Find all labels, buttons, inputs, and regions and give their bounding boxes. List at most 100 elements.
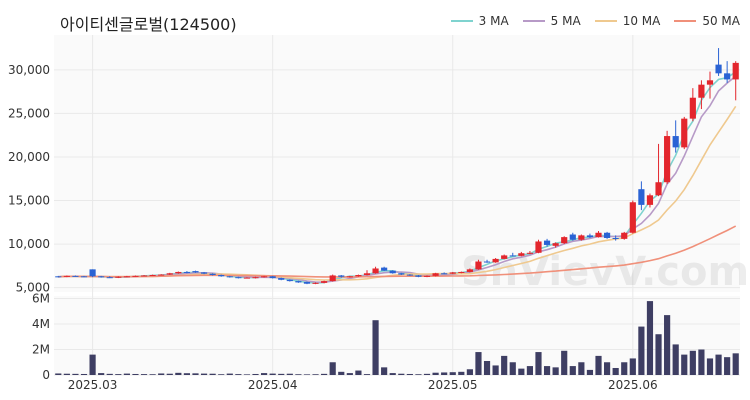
volume-bar (724, 357, 731, 375)
candle-body (569, 234, 576, 240)
volume-bar (612, 367, 619, 375)
volume-bar (449, 372, 456, 375)
volume-bar (80, 373, 88, 375)
candle-body (406, 274, 413, 276)
volume-bar (629, 358, 636, 375)
volume-bar (483, 360, 491, 375)
volume-bar (278, 373, 285, 375)
price-tick-label: 20,000 (8, 150, 50, 164)
volume-bar (149, 374, 156, 375)
volume-bar (543, 366, 551, 375)
legend-label-3ma: 3 MA (478, 14, 509, 28)
volume-bar (243, 374, 251, 375)
candle-body (72, 275, 79, 277)
volume-bar (329, 362, 336, 375)
volume-bar (192, 373, 199, 375)
candle-body (518, 253, 525, 256)
candle-body (612, 237, 619, 239)
volume-bar (346, 373, 353, 375)
candle-body (89, 269, 96, 277)
x-tick-label: 2025.05 (428, 378, 478, 392)
candle-body (449, 272, 456, 274)
volume-panel-bg (54, 296, 740, 375)
candle-body (423, 275, 431, 277)
candle-body (715, 64, 722, 74)
candle-body (132, 275, 139, 277)
volume-bar (466, 369, 473, 375)
candle-body (106, 277, 113, 279)
candle-body (595, 232, 602, 238)
volume-bar (689, 350, 696, 375)
legend-label-5ma: 5 MA (550, 14, 581, 28)
candle-body (689, 97, 696, 119)
volume-bar (552, 367, 559, 375)
volume-tick-label: 2M (32, 343, 50, 357)
legend-swatch-10ma (594, 20, 617, 22)
volume-bar (569, 366, 576, 375)
volume-bar (389, 373, 396, 375)
volume-bar (398, 373, 405, 375)
volume-bar (166, 373, 173, 375)
candle-body (55, 276, 62, 278)
candle-body (269, 276, 276, 279)
volume-bar (303, 374, 311, 375)
candle-body (123, 276, 130, 278)
candle-body (655, 182, 662, 196)
candle-body (604, 232, 611, 238)
candle-body (732, 62, 739, 80)
volume-bar (526, 366, 533, 375)
candle-body (629, 202, 636, 233)
candle-body (149, 275, 156, 277)
volume-bar (381, 367, 388, 375)
legend-swatch-50ma (674, 20, 697, 22)
volume-bar (475, 352, 482, 375)
volume-bar (595, 355, 602, 375)
candle-body (389, 270, 396, 274)
volume-bar (200, 373, 208, 375)
volume-bar (72, 373, 79, 375)
candle-body (646, 195, 654, 205)
candle-body (561, 237, 568, 244)
price-tick-label: 10,000 (8, 237, 50, 251)
volume-bar (646, 301, 654, 375)
volume-bar (209, 373, 216, 375)
candle-body (166, 273, 173, 275)
price-tick-label: 15,000 (8, 194, 50, 208)
chart-title: 아이티센글로벌(124500) (60, 15, 237, 34)
volume-bar (286, 373, 293, 375)
volume-bar (518, 368, 525, 375)
candle-body (192, 271, 199, 273)
candle-body (329, 275, 336, 282)
candle-body (158, 274, 165, 276)
candle-body (115, 276, 122, 278)
price-tick-label: 25,000 (8, 106, 50, 120)
x-tick-label: 2025.03 (68, 378, 118, 392)
candle-body (286, 279, 293, 282)
candle-body (672, 136, 679, 148)
candle-body (664, 136, 671, 183)
volume-bar (698, 349, 705, 375)
volume-bar (123, 373, 130, 375)
volume-bar (672, 344, 679, 375)
candle-body (140, 275, 148, 277)
legend-item-50ma: 50 MA (674, 14, 740, 28)
x-tick-label: 2025.06 (608, 378, 658, 392)
candle-body (183, 271, 190, 273)
volume-bar (561, 350, 568, 375)
volume-bar (492, 365, 499, 375)
price-tick-label: 5,000 (16, 281, 50, 295)
candle-body (638, 189, 645, 205)
candle-body (200, 272, 208, 274)
volume-bar (372, 320, 379, 375)
candle-body (458, 271, 465, 273)
candle-body (372, 268, 379, 274)
legend-swatch-5ma (522, 20, 545, 22)
candle-body (501, 255, 508, 259)
candle-body (63, 275, 70, 277)
volume-bar (415, 374, 422, 375)
volume-bar (89, 354, 96, 375)
candle-body (724, 73, 731, 80)
volume-tick-label: 4M (32, 317, 50, 331)
